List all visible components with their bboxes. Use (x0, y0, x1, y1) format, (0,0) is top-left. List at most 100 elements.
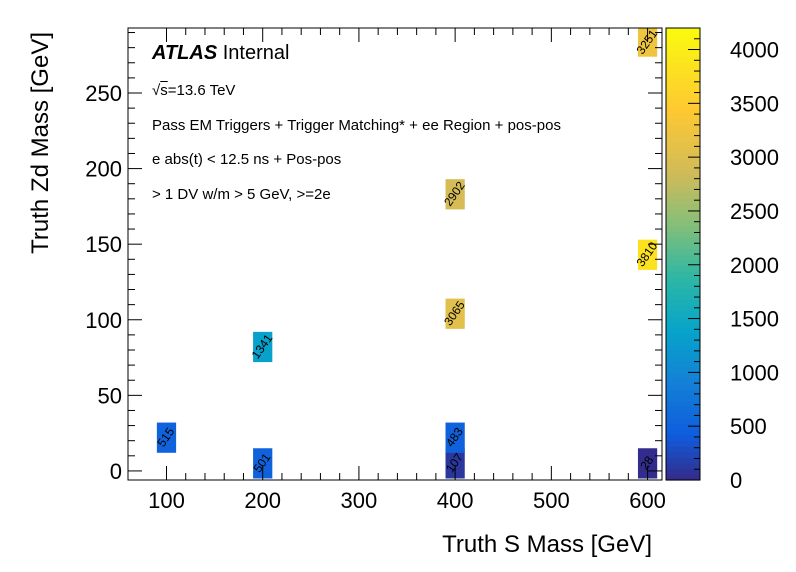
colorbar-segment (666, 135, 700, 142)
colorbar-segment (666, 434, 700, 442)
colorbar-segment (666, 440, 700, 447)
colorbar-segment (666, 169, 700, 176)
colorbar-segment (666, 214, 700, 221)
colorbar-segment (666, 316, 700, 323)
y-tick-label: 250 (85, 81, 122, 106)
colorbar-segment (666, 33, 700, 40)
colorbar-tick-label: 4000 (730, 38, 779, 63)
colorbar-segment (666, 383, 700, 391)
heatmap-cell (637, 239, 658, 270)
colorbar-segment (666, 327, 700, 334)
heatmap-cell (445, 448, 465, 479)
colorbar-segment (666, 67, 700, 74)
colorbar-segment (666, 90, 700, 97)
y-tick-label: 50 (98, 383, 122, 408)
colorbar-segment (666, 463, 700, 470)
energy-label: √s=13.6 TeV (152, 82, 236, 99)
colorbar-segment (666, 282, 700, 289)
colorbar-segment (666, 73, 700, 80)
heatmap-cell (156, 422, 177, 453)
colorbar-tick-label: 1500 (730, 307, 779, 332)
colorbar-segment (666, 231, 700, 238)
colorbar-segment (666, 28, 700, 35)
colorbar-segment (666, 118, 700, 125)
colorbar-segment (666, 406, 700, 413)
colorbar-tick-label: 2500 (730, 199, 779, 224)
colorbar-segment (666, 259, 700, 266)
colorbar-segment (666, 112, 700, 119)
selection-line-2: e abs(t) < 12.5 ns + Pos-pos (152, 151, 342, 168)
x-tick-label: 200 (244, 488, 281, 513)
y-axis-title: Truth Zd Mass [GeV] (27, 32, 54, 254)
heatmap-cell (253, 331, 273, 363)
colorbar-segment (666, 338, 700, 345)
colorbar-segment (666, 446, 700, 453)
heatmap-cell (637, 28, 658, 57)
colorbar-segment (666, 61, 700, 69)
x-tick-label: 500 (533, 488, 570, 513)
y-tick-label: 100 (85, 308, 122, 333)
colorbar-segment (666, 44, 700, 52)
colorbar-tick-label: 3500 (730, 91, 779, 116)
colorbar-segment (666, 95, 700, 103)
colorbar-segment (666, 389, 700, 396)
x-tick-label: 600 (629, 488, 666, 513)
colorbar-segment (666, 321, 700, 329)
colorbar-segment (666, 474, 700, 481)
y-tick-label: 0 (110, 459, 122, 484)
colorbar-segment (666, 186, 700, 193)
colorbar-segment (666, 50, 700, 57)
y-tick-label: 200 (85, 157, 122, 182)
colorbar-segment (666, 107, 700, 114)
plot-frame (127, 27, 663, 481)
colorbar-segment (666, 124, 700, 131)
colorbar-segment (666, 242, 700, 249)
colorbar-segment (666, 180, 700, 187)
heatmap-cell (445, 298, 465, 329)
colorbar-segment (666, 378, 700, 385)
colorbar-segment (666, 163, 700, 170)
selection-line-3: > 1 DV w/m > 5 GeV, >=2e (152, 186, 331, 203)
x-tick-label: 100 (148, 488, 185, 513)
colorbar-segment (666, 299, 700, 306)
atlas-logo-text: ATLAS (152, 42, 218, 64)
x-tick-label: 300 (341, 488, 378, 513)
atlas-label: ATLAS Internal (152, 42, 289, 65)
colorbar-segment (666, 197, 700, 204)
colorbar-tick-label: 0 (730, 468, 742, 493)
colorbar-segment (666, 310, 700, 317)
colorbar-tick-label: 1000 (730, 360, 779, 385)
colorbar-segment (666, 248, 700, 255)
x-axis-title: Truth S Mass [GeV] (442, 531, 652, 558)
colorbar-segment (666, 457, 700, 464)
y-tick-label: 150 (85, 232, 122, 257)
colorbar-segment (666, 355, 700, 362)
colorbar-segment (666, 56, 700, 63)
colorbar-tick-label: 500 (730, 414, 767, 439)
x-tick-label: 400 (437, 488, 474, 513)
colorbar-segment (666, 208, 700, 216)
heatmap-cell (445, 422, 465, 453)
colorbar-segment (666, 84, 700, 91)
colorbar-segment (666, 304, 700, 312)
colorbar-segment (666, 265, 700, 272)
colorbar-segment (666, 367, 700, 374)
heatmap-cell (445, 179, 465, 210)
colorbar-segment (666, 417, 700, 425)
colorbar-segment (666, 220, 700, 227)
colorbar-segment (666, 157, 700, 165)
colorbar-segment (666, 141, 700, 148)
colorbar-segment (666, 468, 700, 475)
colorbar-segment (666, 146, 700, 153)
colorbar-segment (666, 429, 700, 436)
colorbar-tick-label: 3000 (730, 145, 779, 170)
colorbar-segment (666, 254, 700, 261)
colorbar-segment (666, 333, 700, 340)
colorbar-segment (666, 203, 700, 210)
colorbar-segment (666, 191, 700, 199)
colorbar-segment (666, 350, 700, 357)
sqrt-s-symbol: s (160, 82, 168, 99)
internal-label: Internal (222, 42, 290, 64)
colorbar-segment (666, 344, 700, 351)
